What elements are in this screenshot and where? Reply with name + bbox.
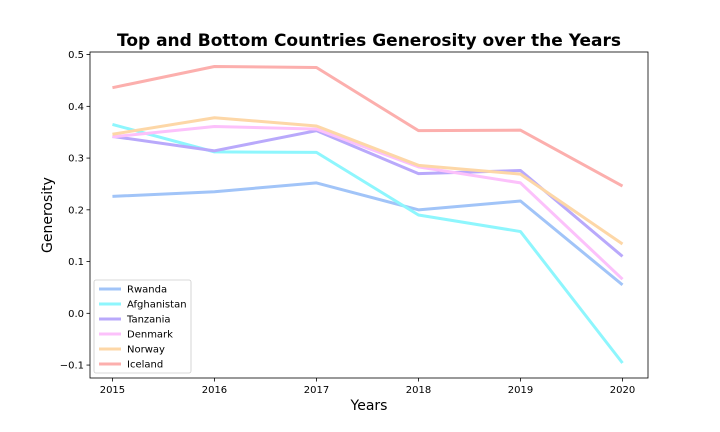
y-tick-label: 0.4 — [68, 102, 84, 113]
legend-label: Rwanda — [127, 285, 167, 296]
x-tick-label: 2015 — [100, 385, 125, 396]
series-layer — [112, 64, 624, 364]
y-tick-label: 0.5 — [68, 50, 84, 61]
series-line-denmark — [112, 125, 624, 281]
legend-label: Iceland — [127, 360, 163, 371]
legend-label: Norway — [127, 345, 165, 356]
series-line-rwanda — [112, 181, 624, 287]
y-tick-label: −0.1 — [60, 361, 84, 372]
x-tick-label: 2016 — [202, 385, 227, 396]
legend: Rwanda Afghanistan Tanzania Denmark Norway Ic… — [93, 279, 192, 374]
x-axis-label: Years — [350, 398, 388, 414]
x-tick-label: 2018 — [406, 385, 431, 396]
y-axis: −0.1 0.0 0.1 0.2 0.3 0.4 0.5 — [60, 50, 90, 372]
x-tick-label: 2017 — [304, 385, 329, 396]
legend-label: Tanzania — [126, 315, 171, 326]
x-tick-label: 2019 — [508, 385, 533, 396]
y-tick-label: 0.0 — [68, 309, 84, 320]
chart-title: Top and Bottom Countries Generosity over… — [117, 31, 621, 51]
y-tick-label: 0.1 — [68, 257, 84, 268]
y-tick-label: 0.3 — [68, 154, 84, 165]
plot-area — [89, 51, 649, 379]
series-line-iceland — [112, 64, 624, 188]
x-tick-label: 2020 — [610, 385, 635, 396]
legend-label: Afghanistan — [127, 300, 187, 311]
y-axis-label: Generosity — [40, 177, 56, 253]
series-line-norway — [112, 116, 624, 246]
x-axis: 2015 2016 2017 2018 2019 2020 — [100, 378, 635, 396]
y-tick-label: 0.2 — [68, 205, 84, 216]
legend-label: Denmark — [127, 330, 173, 341]
